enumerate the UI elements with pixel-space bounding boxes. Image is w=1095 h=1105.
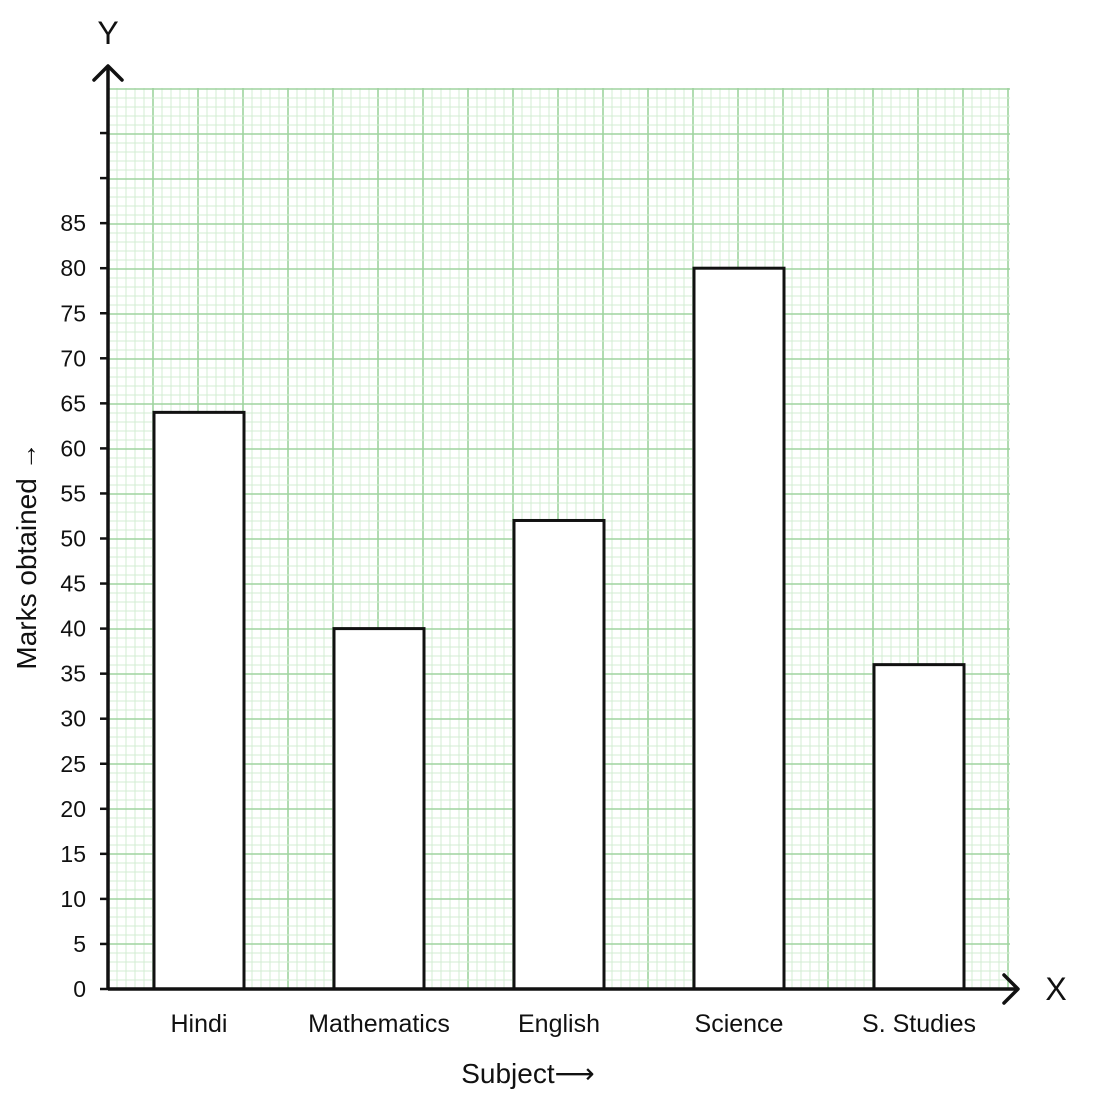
y-tick-label: 35: [60, 661, 86, 687]
y-tick-label: 10: [60, 886, 86, 912]
y-tick-label: 25: [60, 751, 86, 777]
bar-mathematics: [332, 627, 426, 991]
y-tick-label: 40: [60, 616, 86, 642]
y-tick-label: 85: [60, 210, 86, 236]
y-tick-label: 50: [60, 526, 86, 552]
x-axis-arrowhead: [1002, 973, 1020, 1005]
x-category-label: S. Studies: [862, 1010, 976, 1038]
y-tick-label: 70: [60, 345, 86, 371]
y-tick-label: 55: [60, 480, 86, 506]
bar-english: [512, 518, 606, 991]
bar-hindi: [152, 410, 246, 991]
x-category-label: Science: [695, 1010, 784, 1038]
x-category-label: English: [518, 1010, 600, 1038]
y-tick-label: 20: [60, 796, 86, 822]
y-tick-label: 80: [60, 255, 86, 281]
y-axis-arrowhead: [92, 64, 124, 82]
y-tick-label: 65: [60, 390, 86, 416]
bar-s-studies: [872, 663, 966, 991]
y-axis-title: Marks obtained →: [11, 442, 42, 669]
x-axis-letter: X: [1045, 971, 1066, 1007]
y-axis-letter: Y: [97, 15, 118, 51]
y-tick-label: 75: [60, 300, 86, 326]
y-tick-labels: 0 5 10 15 20 25 30 35 40 45 50 55 60 65 70 75 80 85: [60, 210, 86, 1002]
x-category-label: Hindi: [171, 1010, 228, 1038]
y-tick-label: 60: [60, 435, 86, 461]
x-category-labels: Hindi Mathematics English Science S. Studies: [171, 1010, 976, 1038]
x-category-label: Mathematics: [308, 1010, 450, 1038]
axes: [92, 64, 1020, 1005]
y-tick-label: 45: [60, 571, 86, 597]
y-tick-label: 5: [73, 931, 86, 957]
y-tick-label: 30: [60, 706, 86, 732]
y-tick-label: 15: [60, 841, 86, 867]
bar-science: [692, 266, 786, 991]
y-tick-label: 0: [73, 976, 86, 1002]
x-axis-title: Subject⟶: [461, 1058, 595, 1089]
